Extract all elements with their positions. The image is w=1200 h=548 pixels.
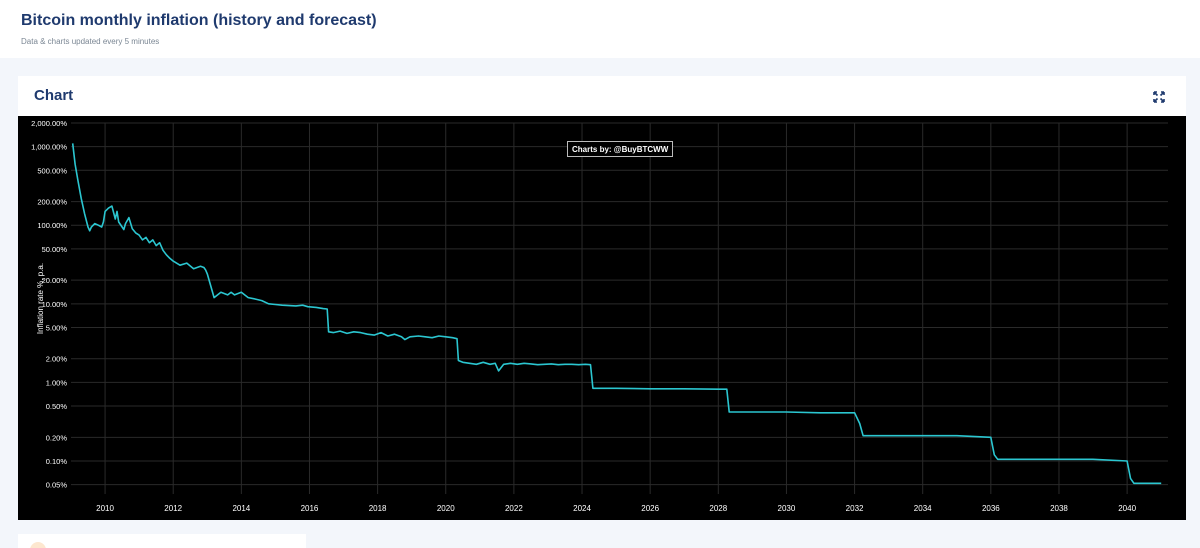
y-tick-label: 0.50% [46, 402, 68, 411]
chart-credit: Charts by: @BuyBTCWW [567, 141, 674, 157]
x-tick-label: 2018 [369, 504, 387, 513]
x-tick-label: 2030 [778, 504, 796, 513]
x-tick-label: 2036 [982, 504, 1000, 513]
y-tick-label: 5.00% [46, 323, 68, 332]
y-tick-label: 20.00% [42, 276, 68, 285]
x-tick-label: 2028 [709, 504, 727, 513]
y-tick-label: 2,000.00% [31, 119, 67, 128]
y-tick-label: 2.00% [46, 355, 68, 364]
y-tick-label: 200.00% [37, 198, 67, 207]
page-subtitle: Data & charts updated every 5 minutes [21, 37, 160, 46]
x-tick-label: 2038 [1050, 504, 1068, 513]
expand-button[interactable] [1148, 87, 1170, 107]
x-tick-label: 2034 [914, 504, 932, 513]
y-tick-label: 0.20% [46, 433, 68, 442]
y-tick-label: 1.00% [46, 378, 68, 387]
x-tick-label: 2014 [232, 504, 250, 513]
card-icon [30, 542, 46, 548]
x-tick-label: 2024 [573, 504, 591, 513]
x-tick-label: 2022 [505, 504, 523, 513]
y-tick-label: 100.00% [37, 221, 67, 230]
y-tick-label: 1,000.00% [31, 143, 67, 152]
y-tick-label: 500.00% [37, 166, 67, 175]
page-title: Bitcoin monthly inflation (history and f… [21, 12, 377, 29]
x-tick-label: 2020 [437, 504, 455, 513]
y-tick-label: 0.05% [46, 481, 68, 490]
x-tick-label: 2032 [846, 504, 864, 513]
inflation-chart: 2,000.00% 1,000.00% 500.00% 200.00% 100.00% 5… [18, 116, 1186, 520]
next-card [18, 534, 306, 548]
x-tick-label: 2012 [164, 504, 182, 513]
x-tick-label: 2010 [96, 504, 114, 513]
chart-card: Chart 2,000.00% 1,000.00% 500.00% 200.00% 10… [18, 76, 1186, 520]
y-tick-label: 10.00% [42, 300, 68, 309]
y-tick-label: 0.10% [46, 457, 68, 466]
x-tick-label: 2026 [641, 504, 659, 513]
expand-arrows-icon [1153, 91, 1165, 103]
chart-area: 2,000.00% 1,000.00% 500.00% 200.00% 100.00% 5… [18, 116, 1186, 520]
x-tick-label: 2016 [301, 504, 319, 513]
x-tick-label: 2040 [1118, 504, 1136, 513]
inflation-series-line [71, 143, 1162, 485]
y-axis-label: Inflation rate %, p.a. [36, 263, 45, 334]
page-header: Bitcoin monthly inflation (history and f… [0, 0, 1200, 58]
y-tick-label: 50.00% [42, 245, 68, 254]
card-title: Chart [34, 87, 74, 104]
